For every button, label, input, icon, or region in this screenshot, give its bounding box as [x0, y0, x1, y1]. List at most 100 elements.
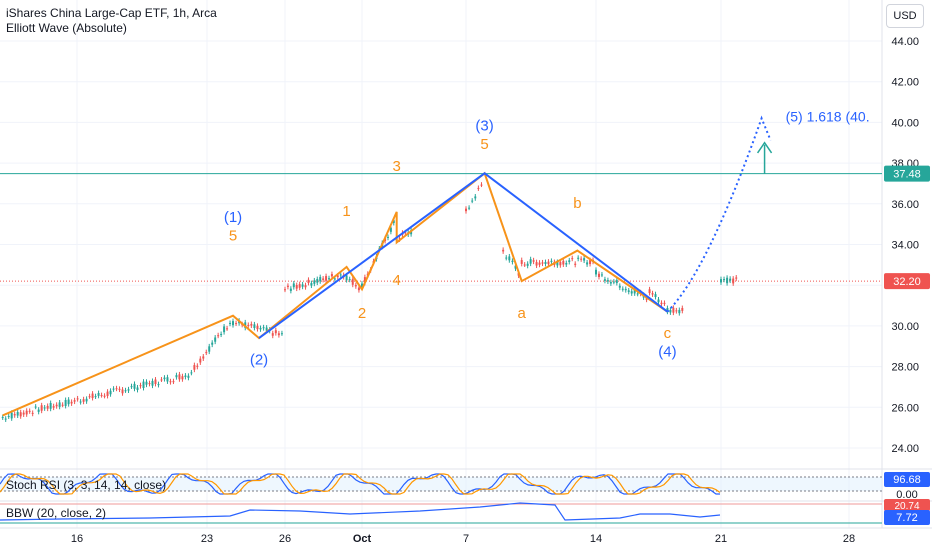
candle-body: [589, 260, 592, 265]
candle-body: [666, 307, 669, 312]
candle-body: [732, 278, 735, 284]
candle-body: [220, 333, 223, 335]
candle-body: [336, 275, 339, 278]
candle-body: [46, 405, 49, 409]
indicator-title: Elliott Wave (Absolute): [6, 21, 127, 35]
candle-body: [157, 384, 160, 386]
candle-body: [145, 381, 148, 385]
candle-body: [345, 275, 348, 281]
candle-body: [34, 406, 37, 408]
candle-body: [31, 412, 34, 414]
candle-body: [304, 285, 307, 288]
y-tick-label: 40.00: [891, 117, 919, 129]
candle-body: [277, 333, 280, 336]
candle-body: [127, 389, 130, 391]
candle-body: [669, 309, 672, 313]
candle-body: [586, 262, 589, 265]
candle-body: [235, 323, 238, 325]
candle-body: [130, 386, 133, 388]
candle-body: [729, 278, 732, 281]
candle-body: [166, 377, 169, 382]
target-arrowhead: [756, 141, 773, 154]
candle-body: [624, 288, 627, 291]
candle-body: [544, 262, 547, 264]
candle-body: [480, 184, 483, 186]
candle-body: [532, 260, 535, 262]
candle-body: [28, 410, 31, 412]
candle-body: [43, 407, 46, 409]
symbol-title: iShares China Large-Cap ETF, 1h, Arca: [6, 6, 217, 20]
candle-body: [10, 412, 13, 419]
candle-body: [208, 346, 211, 352]
candle-body: [82, 399, 85, 402]
candle-body: [316, 279, 319, 283]
blue-wave-line: [258, 172, 669, 339]
candle-body: [559, 262, 562, 266]
candle-body: [562, 260, 565, 265]
bbw-value: 7.72: [896, 512, 917, 524]
wave-label: 1: [342, 203, 350, 220]
candle-body: [205, 352, 208, 354]
bbw-upper-value: 20.74: [894, 501, 919, 512]
projection-label: (5) 1.618 (40.: [786, 108, 870, 124]
candle-body: [529, 259, 532, 264]
candle-body: [160, 379, 163, 381]
candle-body: [217, 335, 220, 337]
candle-body: [726, 277, 729, 284]
current-price-tag: [884, 273, 930, 290]
candle-body: [354, 285, 357, 287]
candle-body: [232, 321, 234, 326]
candle-body: [19, 412, 22, 417]
y-tick-label: 44.00: [891, 36, 919, 48]
candle-body: [477, 187, 480, 189]
wave-label: (4): [658, 343, 676, 360]
wave-label: 2: [358, 305, 366, 322]
candle-body: [265, 327, 268, 331]
candle-body: [226, 328, 229, 330]
candle-body: [404, 232, 407, 234]
candle-body: [675, 310, 678, 312]
candle-body: [574, 263, 577, 265]
candle-body: [124, 390, 127, 392]
x-tick-label: 26: [279, 533, 291, 545]
candle-body: [322, 278, 325, 280]
candle-body: [735, 277, 738, 279]
x-tick-label: Oct: [353, 533, 372, 545]
candle-body: [70, 401, 73, 404]
candle-body: [1, 417, 4, 419]
candle-body: [88, 396, 91, 398]
candle-body: [64, 399, 67, 406]
candle-body: [351, 279, 354, 285]
candle-body: [190, 372, 193, 374]
candle-body: [505, 257, 508, 259]
candle-body: [280, 333, 283, 335]
candle-body: [163, 377, 166, 380]
bbw-line: [0, 502, 721, 521]
candle-body: [187, 375, 190, 378]
candle-body: [603, 279, 606, 281]
y-tick-label: 36.00: [891, 199, 919, 211]
candle-body: [571, 258, 574, 260]
wave-label: 5: [480, 136, 488, 153]
y-tick-label: 30.00: [891, 321, 919, 333]
candle-body: [271, 333, 274, 336]
candle-body: [648, 289, 651, 294]
currency-button[interactable]: USD: [886, 4, 924, 28]
candle-body: [139, 385, 142, 387]
stoch-rsi-value-tag: [884, 472, 930, 487]
candle-body: [121, 389, 124, 394]
candle-body: [556, 261, 559, 266]
candle-body: [319, 277, 322, 282]
candle-body: [511, 260, 514, 263]
candle-body: [94, 396, 97, 398]
candle-body: [67, 399, 70, 405]
candle-body: [175, 375, 178, 378]
chart-legend: iShares China Large-Cap ETF, 1h, Arca El…: [6, 6, 217, 36]
candle-body: [313, 280, 316, 284]
candle-body: [4, 418, 7, 420]
candle-body: [618, 285, 621, 288]
wave-label: c: [664, 325, 672, 342]
candle-body: [196, 365, 199, 367]
candle-body: [22, 412, 25, 415]
